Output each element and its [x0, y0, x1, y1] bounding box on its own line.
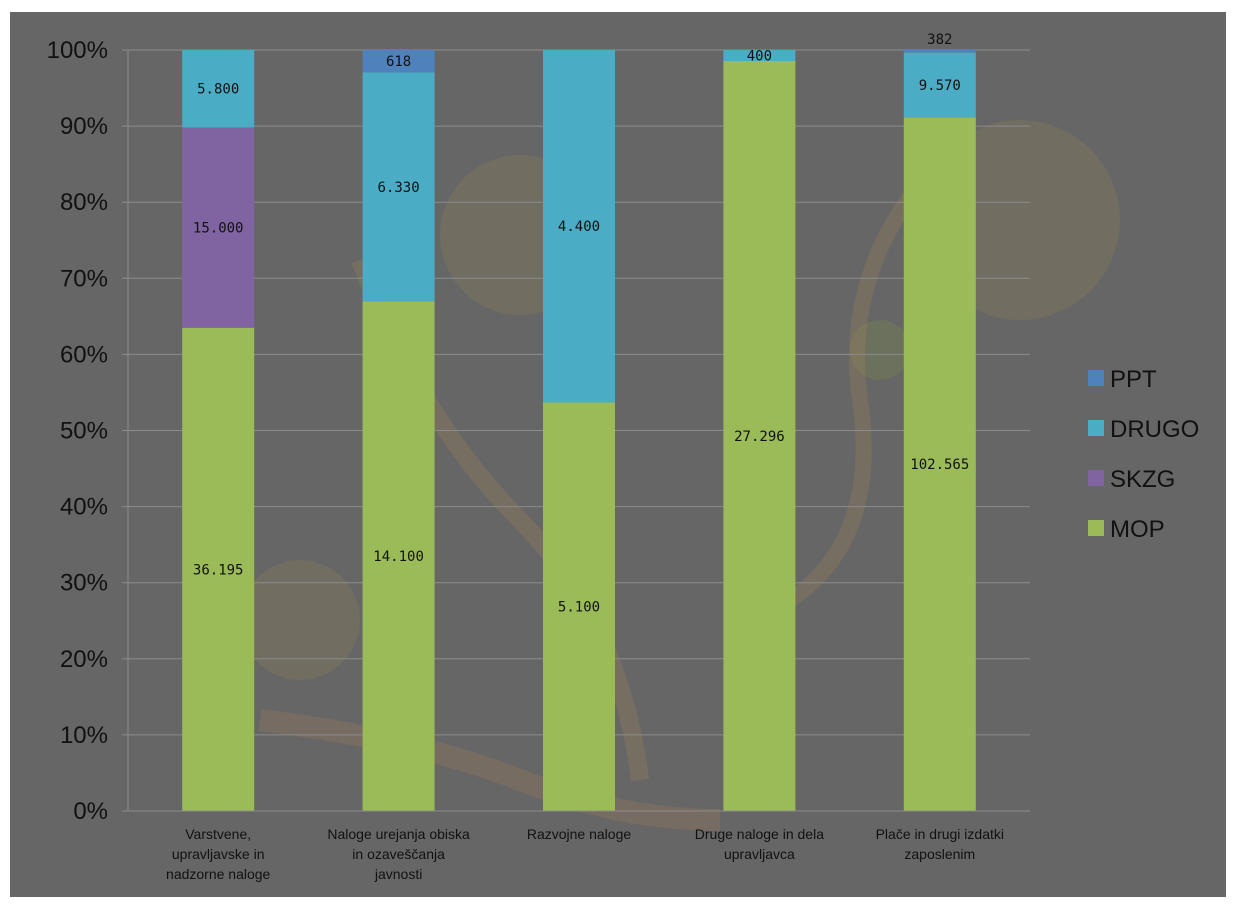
x-tick-label-line: Plače in drugi izdatki	[876, 826, 1004, 842]
data-label: 618	[386, 54, 411, 70]
legend-swatch-ppt	[1088, 370, 1104, 386]
bar-segment-drugo	[723, 50, 796, 61]
y-tick-label: 60%	[60, 341, 108, 368]
x-tick-label-line: nadzorne naloge	[166, 866, 271, 882]
bar-segment-mop	[723, 60, 796, 811]
bar-segment-mop	[903, 117, 976, 812]
x-tick-label: Razvojne naloge	[527, 826, 632, 842]
data-label: 382	[927, 32, 952, 48]
bar-segment-mop	[182, 327, 255, 811]
fern-curl	[850, 320, 910, 380]
data-label: 102.565	[910, 457, 969, 473]
data-label: 36.195	[193, 562, 244, 578]
x-tick-label-line: javnosti	[374, 866, 422, 882]
bar-segment-drugo	[543, 50, 615, 403]
y-tick-label: 50%	[60, 418, 108, 445]
y-tick-label: 70%	[60, 265, 108, 292]
y-tick-label: 0%	[73, 798, 108, 825]
y-tick-label: 80%	[60, 189, 108, 216]
fern-curl	[240, 560, 360, 680]
x-tick-label-line: upravljavca	[724, 846, 795, 862]
y-tick-label: 30%	[60, 570, 108, 597]
data-label: 9.570	[919, 78, 961, 94]
y-tick-label: 90%	[60, 113, 108, 140]
x-tick-label-line: zaposlenim	[904, 846, 975, 862]
data-label: 400	[747, 48, 772, 64]
x-tick-label-line: Varstvene,	[185, 826, 251, 842]
x-tick-label: Plače in drugi izdatki zaposlenim	[876, 826, 1004, 862]
x-tick-label-line: Naloge urejanja obiska	[327, 826, 470, 842]
x-tick-label-line: in ozaveščanja	[352, 846, 445, 862]
legend-label-mop: MOP	[1110, 516, 1165, 543]
legend-swatch-mop	[1088, 520, 1104, 536]
fern-stem	[258, 709, 721, 831]
bar-segment-drugo	[362, 72, 435, 302]
bar-segment-drugo	[182, 50, 255, 128]
data-label: 27.296	[734, 429, 785, 445]
y-tick-label: 100%	[47, 37, 108, 64]
y-tick-label: 10%	[60, 722, 108, 749]
bar-segment-ppt	[362, 50, 435, 73]
y-tick-label: 40%	[60, 494, 108, 521]
data-label: 4.400	[558, 219, 600, 235]
x-tick-label: Druge naloge in dela upravljavca	[695, 826, 824, 862]
bar-segment-mop	[362, 301, 435, 811]
legend-swatch-skzg	[1088, 470, 1104, 486]
legend-label-ppt: PPT	[1110, 366, 1157, 393]
bar-segment-drugo	[903, 52, 976, 118]
x-tick-label-line: Druge naloge in dela	[695, 826, 824, 842]
data-label: 14.100	[373, 549, 424, 565]
data-label: 6.330	[378, 180, 420, 196]
data-label: 5.100	[558, 600, 600, 616]
x-tick-label: Varstvene, upravljavske in nadzorne naloge	[166, 826, 271, 882]
legend-label-drugo: DRUGO	[1110, 416, 1199, 443]
x-tick-label-line: upravljavske in	[172, 846, 265, 862]
legend-swatch-drugo	[1088, 420, 1104, 436]
bar-segment-mop	[543, 402, 615, 811]
y-tick-label: 20%	[60, 646, 108, 673]
legend-label-skzg: SKZG	[1110, 466, 1175, 493]
bar-segment-skzg	[182, 127, 255, 328]
fern-stem	[785, 144, 956, 607]
x-tick-label: Naloge urejanja obiska in ozaveščanja javn…	[327, 826, 470, 882]
x-tick-label-line: Razvojne naloge	[527, 826, 632, 842]
bar-segment-ppt	[903, 50, 976, 53]
data-label: 15.000	[193, 221, 244, 237]
data-label: 5.800	[197, 82, 239, 98]
